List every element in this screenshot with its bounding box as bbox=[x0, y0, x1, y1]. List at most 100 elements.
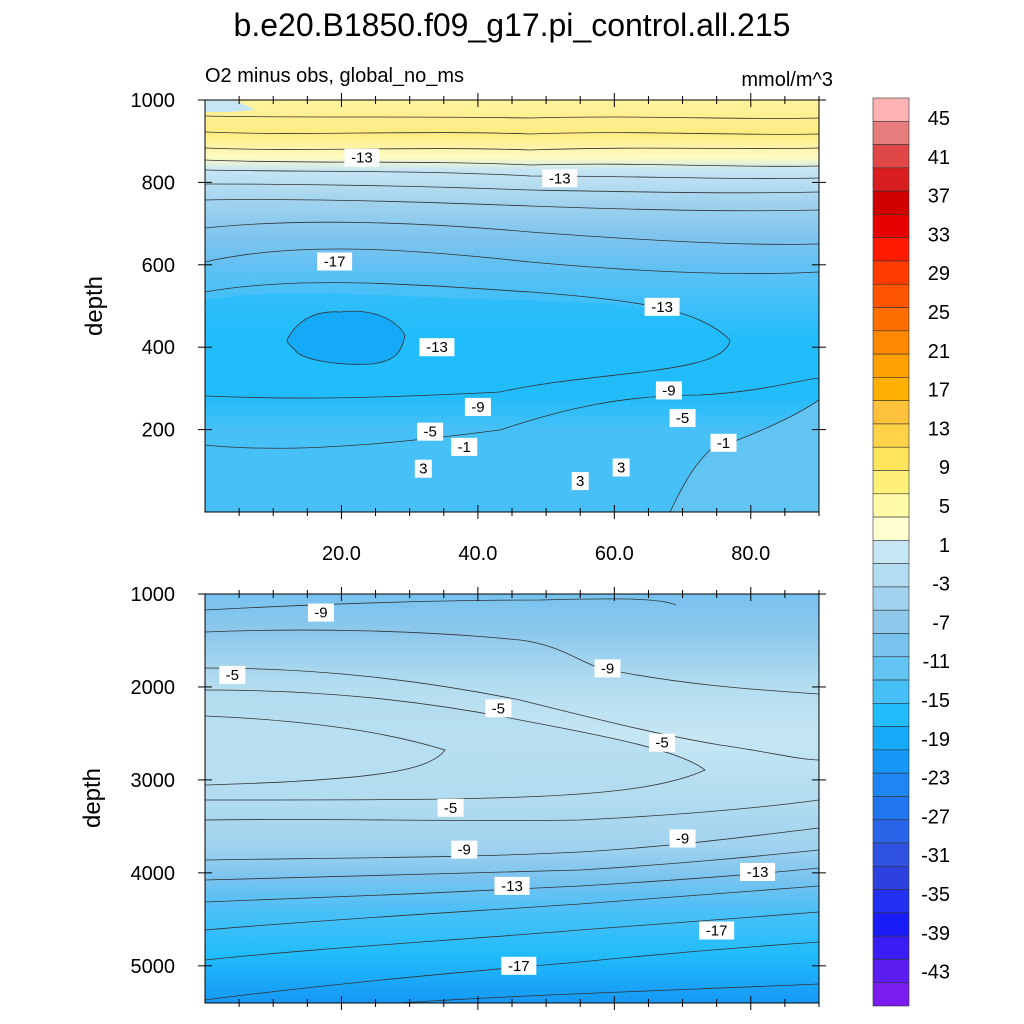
contour-label: -9 bbox=[458, 842, 471, 859]
colorbar-swatch bbox=[872, 842, 910, 867]
upper-panel: 200 400 600 800 1000 20.0 40.0 60.0 80.0 3 3 3 -1 -… bbox=[81, 90, 826, 565]
contour-label-bg bbox=[451, 437, 478, 456]
lower-panel: 1000 2000 3000 4000 5000 -9 -5 -9 -5 -5 -5 -9 -9 -13… bbox=[79, 584, 826, 1010]
colorbar-label: 1 bbox=[939, 535, 950, 557]
colorbar-label: -31 bbox=[921, 845, 950, 867]
colorbar-label: 41 bbox=[928, 147, 950, 169]
contour-label: -13 bbox=[549, 170, 571, 187]
colorbar-swatch bbox=[872, 726, 910, 751]
contour-label-bg bbox=[451, 840, 478, 859]
x-tick-label: 60.0 bbox=[595, 543, 634, 565]
y-tick-label: 600 bbox=[142, 255, 175, 277]
contour-label-bg bbox=[644, 297, 680, 316]
contour-label: -9 bbox=[662, 382, 675, 399]
contour-label: 3 bbox=[617, 460, 625, 477]
chart-units: mmol/m^3 bbox=[741, 69, 833, 91]
chart-subtitle-left: O2 minus obs, global_no_ms bbox=[205, 65, 464, 87]
y-tick-label: 400 bbox=[142, 337, 175, 359]
upper-contour-fill bbox=[205, 100, 819, 512]
colorbar-label: 45 bbox=[928, 108, 950, 130]
colorbar-swatch bbox=[872, 97, 910, 122]
contour-label: -17 bbox=[706, 922, 728, 939]
y-tick-label: 3000 bbox=[131, 770, 176, 792]
y-tick-label: 1000 bbox=[131, 584, 176, 606]
contour-label: -5 bbox=[655, 735, 668, 752]
contour-label-bg bbox=[419, 338, 455, 357]
contour-label: 3 bbox=[419, 461, 427, 478]
contour-label-bg bbox=[417, 422, 444, 441]
contour-label-bg bbox=[219, 665, 246, 684]
contour-label: -13 bbox=[351, 150, 373, 167]
colorbar-swatch bbox=[872, 516, 910, 541]
contour-label-bg bbox=[307, 603, 334, 622]
upper-ylabel: depth bbox=[81, 276, 108, 336]
lower-y-tick-labels: 1000 2000 3000 4000 5000 bbox=[131, 584, 176, 978]
contour-label-bg bbox=[669, 829, 696, 848]
colorbar-swatch bbox=[872, 982, 910, 1007]
colorbar-swatch bbox=[872, 679, 910, 704]
colorbar-swatch bbox=[872, 120, 910, 145]
lower-contour-labels: -9 -5 -9 -5 -5 -5 -9 -9 -13 -13 -17 -17 bbox=[219, 603, 776, 975]
colorbar-label: -43 bbox=[921, 962, 950, 984]
contour-label-bg bbox=[501, 956, 537, 975]
contour-label-bg bbox=[699, 921, 735, 940]
colorbar-label: 5 bbox=[939, 496, 950, 518]
contour-label: -9 bbox=[471, 399, 484, 416]
contour-label: -13 bbox=[501, 878, 523, 895]
colorbar-swatch bbox=[872, 586, 910, 611]
colorbar-label: -19 bbox=[921, 729, 950, 751]
colorbar-label: 17 bbox=[928, 380, 950, 402]
contour-label-bg bbox=[655, 381, 682, 400]
colorbar-swatch bbox=[872, 935, 910, 960]
colorbar-swatches bbox=[872, 97, 910, 1007]
colorbar-swatch bbox=[872, 353, 910, 378]
colorbar-swatch bbox=[872, 190, 910, 215]
contour-label-bg bbox=[437, 798, 464, 817]
y-tick-label: 5000 bbox=[131, 956, 176, 978]
colorbar-labels: 45 41 37 33 29 25 21 17 13 9 5 1 -3 -7 -11 -15 -19 -23 -27… bbox=[921, 108, 950, 984]
contour-label-bg bbox=[669, 409, 696, 428]
colorbar-label: -15 bbox=[921, 690, 950, 712]
contour-label: -13 bbox=[651, 299, 673, 316]
colorbar-swatch bbox=[872, 470, 910, 495]
contour-label-bg bbox=[594, 659, 621, 678]
colorbar-swatch bbox=[872, 400, 910, 425]
colorbar-swatch bbox=[872, 772, 910, 797]
contour-label: -9 bbox=[676, 830, 689, 847]
colorbar-swatch bbox=[872, 749, 910, 774]
colorbar-label: -7 bbox=[932, 612, 950, 634]
colorbar-swatch bbox=[872, 423, 910, 448]
contour-label: -17 bbox=[324, 254, 346, 271]
colorbar-label: 37 bbox=[928, 186, 950, 208]
colorbar-label: 13 bbox=[928, 418, 950, 440]
colorbar-label: 29 bbox=[928, 263, 950, 285]
colorbar-swatch bbox=[872, 330, 910, 355]
contour-label-bg bbox=[317, 252, 353, 271]
y-tick-label: 800 bbox=[142, 172, 175, 194]
contour-label: -1 bbox=[717, 435, 730, 452]
colorbar-swatch bbox=[872, 377, 910, 401]
colorbar-label: 25 bbox=[928, 302, 950, 324]
colorbar-label: -39 bbox=[921, 923, 950, 945]
contour-label: -5 bbox=[423, 424, 436, 441]
colorbar-swatch bbox=[872, 959, 910, 984]
y-tick-label: 2000 bbox=[131, 677, 176, 699]
colorbar-swatch bbox=[872, 819, 910, 844]
colorbar-label: -35 bbox=[921, 884, 950, 906]
x-tick-label: 20.0 bbox=[322, 543, 361, 565]
lower-axis-ticks bbox=[198, 587, 826, 1010]
contour-label-bg bbox=[710, 433, 737, 452]
lower-contour-fill bbox=[205, 594, 819, 1003]
colorbar-swatch bbox=[872, 214, 910, 238]
colorbar-swatch bbox=[872, 260, 910, 285]
y-tick-label: 1000 bbox=[131, 90, 176, 112]
contour-label-bg bbox=[464, 397, 491, 416]
colorbar-swatch bbox=[872, 889, 910, 914]
colorbar: 45 41 37 33 29 25 21 17 13 9 5 1 -3 -7 -11 -15 -19 -23 -27… bbox=[872, 97, 950, 1007]
y-tick-label: 200 bbox=[142, 420, 175, 442]
chart-title: b.e20.B1850.f09_g17.pi_control.all.215 bbox=[234, 7, 791, 43]
contour-label-bg bbox=[612, 458, 630, 477]
colorbar-swatch bbox=[872, 283, 910, 308]
colorbar-swatch bbox=[872, 866, 910, 890]
colorbar-label: 9 bbox=[939, 457, 950, 479]
